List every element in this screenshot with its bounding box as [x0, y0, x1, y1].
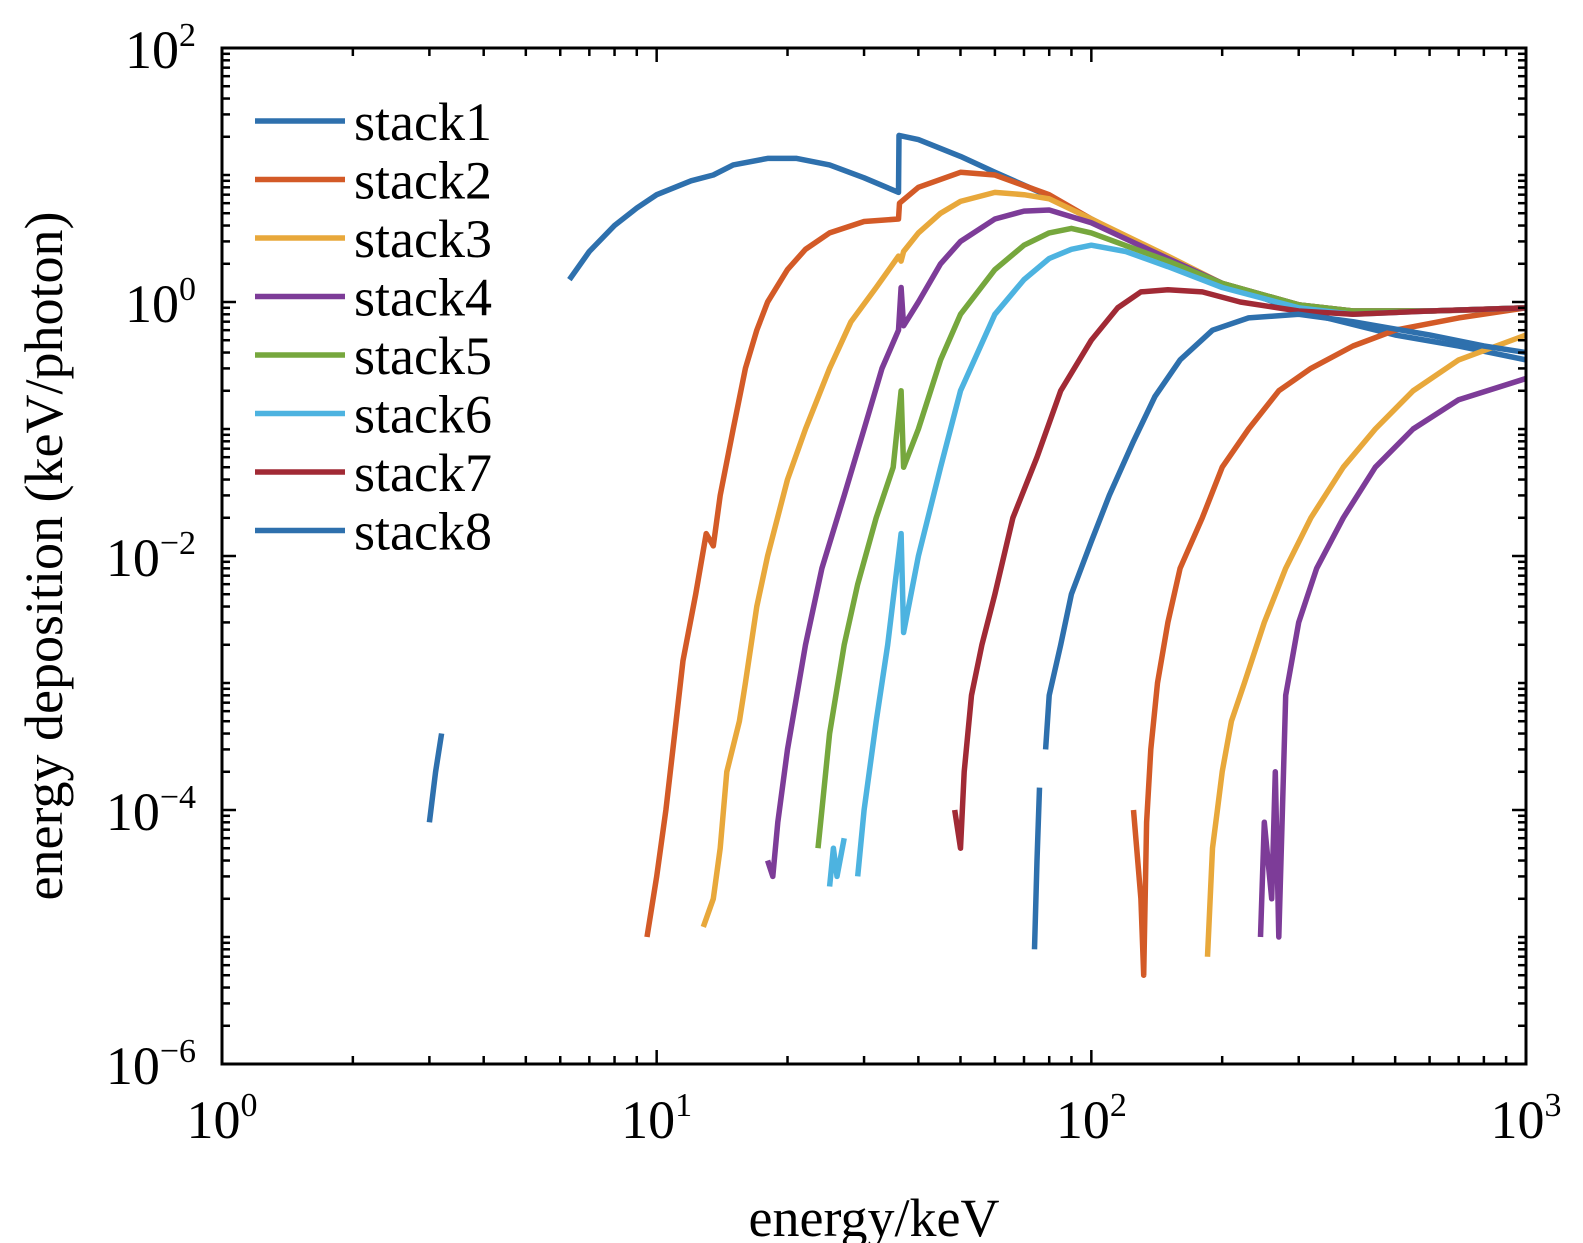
- x-tick-label: 101: [621, 1087, 692, 1150]
- series-line-stack1-segment-1: [426, 733, 445, 823]
- series-line-stack6-segment-1: [826, 837, 847, 887]
- series-line-stack5-segment-1: [815, 225, 1526, 849]
- y-tick-label: 10−4: [106, 779, 196, 842]
- y-tick-label: 10−2: [106, 525, 196, 588]
- legend-label-stack8: stack8: [354, 502, 492, 562]
- y-tick-label: 10−6: [106, 1033, 196, 1096]
- y-axis-title: energy deposition (keV/photon): [14, 212, 74, 901]
- series-stack7: [951, 286, 1526, 851]
- legend-label-stack7: stack7: [354, 443, 492, 503]
- series-line-stack6-segment-2: [854, 242, 1526, 877]
- x-tick-label: 100: [187, 1087, 258, 1150]
- legend-label-stack1: stack1: [354, 92, 492, 152]
- series-stack6: [826, 242, 1526, 887]
- y-tick-label: 100: [125, 271, 196, 334]
- series-stack5: [815, 225, 1526, 849]
- series-stack1: [426, 132, 1526, 823]
- legend-label-stack3: stack3: [354, 209, 492, 269]
- legend-label-stack2: stack2: [354, 151, 492, 211]
- series-line-stack8-segment-1: [1031, 787, 1043, 950]
- tick-layer: [220, 46, 1528, 1066]
- series-line-stack4-segment-2: [1257, 375, 1526, 940]
- x-tick-label: 102: [1056, 1087, 1127, 1150]
- series-line-stack2-segment-2: [1130, 305, 1526, 978]
- series-line-stack7-segment-1: [951, 286, 1526, 851]
- x-tick-label: 103: [1491, 1087, 1562, 1150]
- legend-label-stack4: stack4: [354, 268, 492, 328]
- series-layer: [426, 132, 1526, 978]
- x-axis-title: energy/keV: [749, 1188, 1000, 1243]
- series-stack8: [1031, 311, 1526, 950]
- series-line-stack8-segment-2: [1042, 311, 1526, 750]
- series-stack3: [700, 189, 1526, 957]
- legend-label-stack6: stack6: [354, 385, 492, 445]
- series-stack2: [644, 169, 1526, 978]
- series-line-stack3-segment-2: [1204, 332, 1526, 957]
- legend: stack1stack2stack3stack4stack5stack6stac…: [255, 92, 492, 562]
- legend-label-stack5: stack5: [354, 326, 492, 386]
- label-layer: 100 101 102 103 10−6 10−4 10−2 100 102: [106, 17, 1562, 1150]
- y-tick-label: 102: [125, 17, 196, 80]
